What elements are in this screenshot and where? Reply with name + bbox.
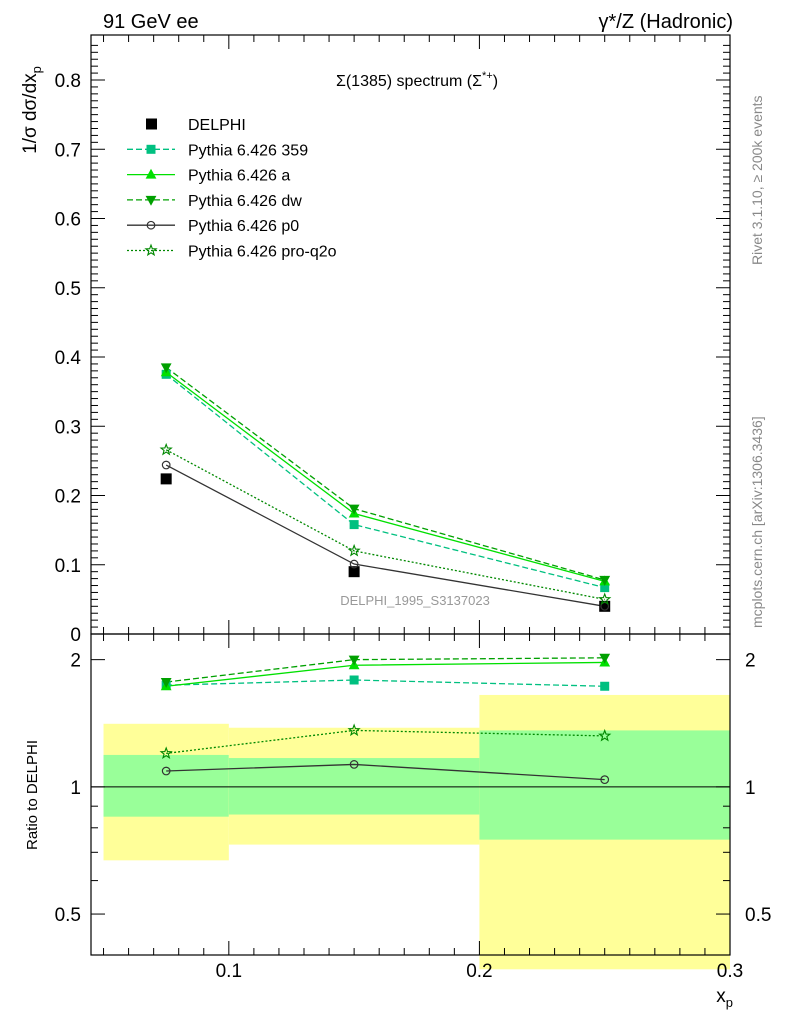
legend-label-1: Pythia 6.426 a — [188, 168, 290, 185]
delphi-point-0 — [160, 473, 172, 485]
legend-marker-3 — [146, 220, 156, 230]
series-2-point-1 — [348, 504, 360, 515]
ratio-line-4 — [166, 729, 605, 755]
series-3-point-0 — [161, 460, 171, 470]
legend-item-3: Pythia 6.426 p0 — [127, 218, 299, 235]
ratio-line-0 — [166, 679, 605, 687]
main-y-tick-label-1: 0.2 — [55, 487, 81, 508]
series-4-point-0 — [159, 442, 173, 456]
legend-item-0: Pythia 6.426 359 — [127, 142, 308, 159]
ratio-y-tick-label-right-0: 0.5 — [745, 905, 771, 926]
legend-label-4: Pythia 6.426 pro-q2o — [188, 244, 337, 261]
ratio-y-tick-label-right-2: 2 — [745, 651, 756, 672]
legend-label-0: Pythia 6.426 359 — [188, 142, 308, 159]
ratio-y-tick-labels: 0.5 0.5 1 1 2 2 — [55, 651, 772, 926]
x-axis-label: xp — [716, 986, 733, 1010]
ratio-panel: 0.5 0.5 1 1 2 2 0.1 0.2 0.3 Ratio to DELPHI xp — [24, 633, 772, 1010]
ratio-2-point-1 — [348, 655, 360, 666]
main-frame — [90, 34, 731, 635]
header-left: 91 GeV ee — [103, 11, 199, 33]
series-line-0 — [165, 373, 605, 589]
stat-band-0 — [103, 754, 229, 817]
delphi-point-2 — [599, 600, 611, 612]
series-line-4 — [165, 449, 605, 601]
ratio-4-point-1 — [347, 723, 361, 737]
header-right: γ*/Z (Hadronic) — [599, 11, 733, 33]
series-0-point-1 — [349, 520, 359, 530]
x-tick-label-0: 0.1 — [216, 961, 242, 982]
x-tick-label-2: 0.3 — [717, 961, 743, 982]
ratio-2-point-2 — [599, 653, 611, 664]
ratio-2-point-0 — [160, 678, 172, 688]
legend-item-2: Pythia 6.426 dw — [127, 193, 302, 210]
x-tick-labels: 0.1 0.2 0.3 — [216, 961, 744, 982]
main-title: Σ(1385) spectrum (Σ*+) — [336, 70, 498, 90]
series-4-point-2 — [598, 592, 612, 606]
ratio-0-point-2 — [600, 681, 610, 691]
main-y-tick-label-4: 0.5 — [55, 279, 81, 300]
series-3-point-2 — [600, 601, 610, 611]
legend-label-3: Pythia 6.426 p0 — [188, 218, 299, 235]
ratio-uncertainty-bands — [103, 694, 730, 970]
legend-marker-0 — [146, 144, 156, 154]
series-2-point-0 — [160, 363, 172, 374]
series-line-2 — [165, 366, 605, 581]
main-y-tick-label-7: 0.8 — [55, 71, 81, 92]
main-y-tick-labels: 0.1 0.2 0.3 0.4 0.5 0.6 0.7 0.8 0 — [55, 71, 82, 646]
ratio-y-tick-label-left-1: 1 — [70, 778, 81, 799]
ratio-series-markers — [159, 653, 612, 785]
ratio-3-point-2 — [600, 775, 610, 785]
x-tick-label-1: 0.2 — [466, 961, 492, 982]
ratio-y-axis-label: Ratio to DELPHI — [24, 740, 41, 850]
analysis-watermark: DELPHI_1995_S3137023 — [340, 593, 490, 608]
main-data-points — [160, 473, 611, 612]
legend-marker-1 — [145, 168, 157, 179]
series-line-3 — [165, 464, 605, 607]
series-2-point-2 — [599, 575, 611, 586]
main-series-lines — [165, 366, 605, 607]
ratio-frame — [90, 633, 731, 956]
ratio-axis-ticks — [91, 634, 731, 956]
ratio-0-point-1 — [349, 675, 359, 685]
legend-data-label: DELPHI — [188, 117, 246, 134]
ratio-3-point-1 — [349, 760, 359, 769]
stat-band-1 — [228, 758, 480, 815]
series-0-point-2 — [600, 583, 610, 593]
ratio-line-3 — [166, 763, 605, 781]
legend-item-4: Pythia 6.426 pro-q2o — [127, 244, 337, 261]
ratio-3-point-0 — [161, 766, 171, 776]
delphi-point-1 — [348, 566, 360, 578]
ratio-y-tick-label-right-1: 1 — [745, 778, 756, 799]
main-axis-ticks — [91, 35, 731, 634]
mcplots-label: mcplots.cern.ch [arXiv:1306.3436] — [749, 416, 765, 628]
legend-item-data: DELPHI — [146, 117, 246, 134]
legend-item-1: Pythia 6.426 a — [127, 168, 290, 185]
legend: DELPHI Pythia 6.426 359 Pythia 6.426 a Pyth… — [127, 117, 337, 261]
ratio-y-tick-label-left-0: 0.5 — [55, 905, 81, 926]
series-line-1 — [165, 371, 605, 582]
rivet-label: Rivet 3.1.10, ≥ 200k events — [749, 95, 765, 265]
main-y-tick-label-2: 0.3 — [55, 417, 81, 438]
ratio-4-point-0 — [159, 746, 173, 760]
main-panel: DELPHI_1995_S3137023 Σ(1385) spectrum (Σ… — [20, 34, 731, 646]
main-y-tick-label-3: 0.4 — [55, 348, 82, 369]
main-series-markers — [159, 363, 612, 611]
legend-data-marker — [146, 118, 157, 130]
main-y-tick-label-zero: 0 — [70, 625, 81, 646]
legend-marker-2 — [145, 195, 157, 206]
stat-band-2 — [479, 730, 730, 840]
main-y-tick-label-6: 0.7 — [55, 140, 81, 161]
main-y-axis-label: 1/σ dσ/dxp — [20, 66, 44, 154]
main-y-tick-label-5: 0.6 — [55, 210, 81, 231]
ratio-y-tick-label-left-2: 2 — [70, 651, 81, 672]
legend-marker-4 — [144, 243, 158, 257]
series-3-point-1 — [349, 559, 359, 569]
ratio-4-point-2 — [598, 728, 612, 742]
main-y-tick-label-0: 0.1 — [55, 556, 81, 577]
series-4-point-1 — [347, 543, 361, 557]
legend-label-2: Pythia 6.426 dw — [188, 193, 302, 210]
